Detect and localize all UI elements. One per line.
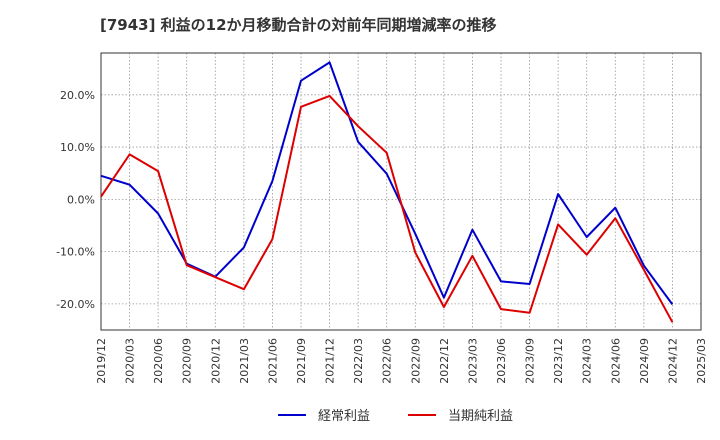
y-tick-label: -10.0%	[56, 246, 95, 259]
x-tick-label: 2024/09	[638, 338, 651, 384]
x-tick-label: 2025/03	[695, 338, 708, 384]
grid-layer	[100, 53, 702, 330]
chart-title: [7943] 利益の12か月移動合計の対前年同期増減率の推移	[100, 16, 497, 34]
plot-frame	[100, 52, 702, 331]
plot-border	[100, 52, 702, 331]
x-tick-label: 2023/06	[495, 338, 508, 384]
legend-label: 当期純利益	[448, 409, 513, 424]
x-tick-label: 2023/09	[524, 338, 537, 384]
series-layer	[100, 61, 674, 323]
x-tick-label: 2020/06	[152, 338, 165, 384]
x-tick-label: 2021/09	[295, 338, 308, 384]
legend: 経常利益 当期純利益	[278, 409, 513, 424]
y-axis-ticks: 20.0% 10.0% 0.0% -10.0% -20.0%	[56, 89, 95, 311]
x-tick-label: 2022/12	[438, 338, 451, 384]
y-tick-label: 10.0%	[60, 141, 95, 154]
x-tick-label: 2020/09	[181, 338, 194, 384]
x-tick-label: 2021/12	[324, 338, 337, 384]
y-tick-label: 20.0%	[60, 89, 95, 102]
x-tick-label: 2021/03	[238, 338, 251, 384]
x-tick-label: 2024/03	[581, 338, 594, 384]
series-line-2	[100, 94, 674, 323]
x-tick-label: 2023/12	[552, 338, 565, 384]
x-tick-label: 2019/12	[95, 338, 108, 384]
y-tick-label: 0.0%	[67, 193, 95, 206]
plot-background	[101, 53, 701, 330]
legend-label: 経常利益	[318, 409, 370, 424]
x-tick-label: 2024/06	[609, 338, 622, 384]
x-tick-label: 2024/12	[666, 338, 679, 384]
x-tick-label: 2022/03	[352, 338, 365, 384]
x-axis-ticks: 2019/12 2020/03 2020/06 2020/09 2020/12 2021/…	[95, 338, 708, 384]
x-tick-label: 2023/03	[466, 338, 479, 384]
x-tick-label: 2022/09	[409, 338, 422, 384]
y-tick-label: -20.0%	[56, 298, 95, 311]
series-line-1	[100, 61, 674, 305]
x-tick-label: 2020/03	[124, 338, 137, 384]
x-tick-label: 2021/06	[266, 338, 279, 384]
x-tick-label: 2022/06	[381, 338, 394, 384]
x-tick-label: 2020/12	[209, 338, 222, 384]
